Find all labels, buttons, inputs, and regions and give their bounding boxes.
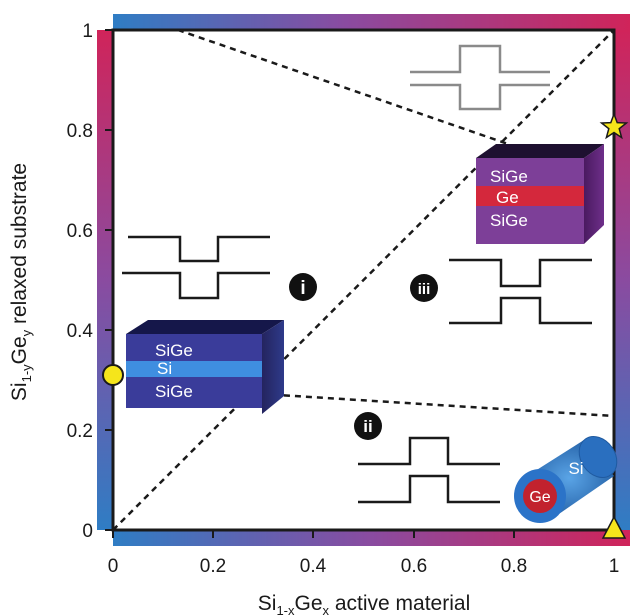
y-tick-label: 0.4 (67, 321, 94, 342)
region-label-ii: ii (354, 412, 382, 440)
upper-boundary (177, 28, 509, 146)
y-tick-label: 0 (82, 521, 93, 542)
x-tick-label: 0.6 (401, 556, 427, 577)
stack-layer-label: SiGe (155, 341, 193, 360)
nanowire-core (523, 479, 557, 513)
frame-bottom-bar (113, 530, 630, 546)
stack-side-face (262, 320, 284, 414)
stack-layer-label: Ge (496, 188, 519, 207)
y-tick-label: 0.8 (67, 121, 93, 142)
y-tick-labels: 0 0.2 0.4 0.6 0.8 1 (67, 21, 94, 542)
si-well-stack: SiGe Si SiGe (126, 320, 284, 414)
yellow-triangle-marker (601, 515, 627, 539)
diagonal-boundary (112, 29, 615, 531)
core-shell-nanowire: Ge Si (514, 436, 618, 523)
nanowire-core-label: Ge (529, 489, 550, 506)
svg-text:iii: iii (418, 281, 431, 298)
y-tick-label: 1 (82, 21, 93, 42)
x-axis-title: Si1-xGex active material (258, 592, 470, 616)
band-diagram-type-iii-gray (410, 44, 550, 111)
frame-right-bar (614, 30, 630, 530)
y-ticks (105, 29, 113, 531)
y-tick-label: 0.2 (67, 421, 93, 442)
frame-top-bar (113, 14, 630, 30)
svg-text:ii: ii (363, 417, 372, 436)
x-tick-label: 0.8 (501, 556, 527, 577)
stack-top-face (476, 144, 604, 158)
x-tick-label: 0 (108, 556, 119, 577)
ge-well-stack: SiGe Ge SiGe (476, 144, 604, 244)
band-diagram-region-ii (358, 436, 500, 504)
stack-top-face (126, 320, 284, 334)
yellow-circle-marker (102, 364, 124, 386)
stack-side-face (584, 144, 604, 244)
y-axis-title: Si1-yGey relaxed substrate (8, 163, 34, 401)
x-tick-label: 0.2 (200, 556, 226, 577)
stack-layer-label: SiGe (490, 211, 528, 230)
lower-boundary (261, 392, 615, 418)
band-diagram-region-iii (449, 258, 592, 325)
stack-layer-label: SiGe (155, 382, 193, 401)
x-tick-label: 1 (609, 556, 620, 577)
stack-layer-label: SiGe (490, 167, 528, 186)
region-label-iii: iii (410, 274, 438, 302)
region-label-i: i (289, 273, 317, 301)
band-diagram-region-i (122, 235, 270, 300)
frame-left-bar (97, 30, 113, 530)
yellow-star-marker (599, 111, 629, 140)
x-tick-labels: 0 0.2 0.4 0.6 0.8 1 (108, 556, 620, 577)
band-diagrams (122, 44, 592, 504)
x-tick-label: 0.4 (300, 556, 327, 577)
colored-frame (97, 14, 630, 546)
svg-text:i: i (300, 278, 305, 299)
nanowire-shell-label: Si (568, 459, 583, 478)
y-tick-label: 0.6 (67, 221, 93, 242)
stack-layer-label: Si (157, 359, 172, 378)
region-boundaries (112, 28, 615, 531)
